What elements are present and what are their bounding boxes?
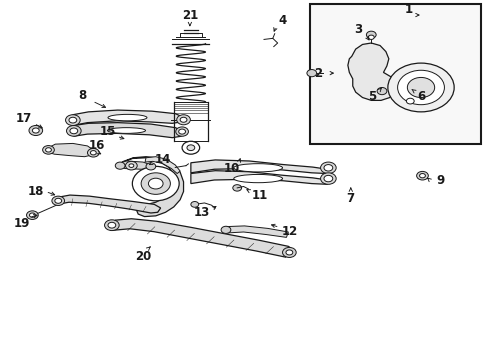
Circle shape	[176, 115, 190, 125]
Circle shape	[104, 220, 119, 230]
Circle shape	[376, 87, 386, 95]
Circle shape	[180, 117, 186, 122]
Text: 11: 11	[251, 189, 267, 202]
Circle shape	[42, 145, 54, 154]
Text: 15: 15	[100, 125, 116, 138]
Circle shape	[306, 69, 316, 77]
Circle shape	[407, 77, 434, 98]
Circle shape	[87, 148, 99, 157]
Text: 14: 14	[154, 153, 170, 166]
Circle shape	[52, 196, 64, 206]
Circle shape	[232, 185, 241, 191]
Circle shape	[416, 171, 427, 180]
Text: 1: 1	[404, 3, 412, 16]
Circle shape	[367, 35, 373, 40]
Circle shape	[69, 117, 77, 123]
Circle shape	[397, 70, 444, 105]
Circle shape	[182, 141, 199, 154]
Text: 7: 7	[346, 192, 354, 205]
Text: 6: 6	[416, 90, 424, 103]
Circle shape	[146, 163, 156, 170]
Polygon shape	[74, 123, 183, 138]
Bar	[310, 4, 480, 144]
Ellipse shape	[107, 128, 145, 134]
Text: 12: 12	[281, 225, 297, 238]
Text: 9: 9	[435, 174, 443, 186]
Circle shape	[115, 162, 125, 169]
Circle shape	[90, 150, 96, 155]
Text: 17: 17	[16, 112, 32, 125]
Circle shape	[26, 211, 38, 220]
Circle shape	[387, 63, 453, 112]
Text: 21: 21	[182, 9, 198, 22]
Circle shape	[132, 166, 179, 201]
Circle shape	[221, 226, 230, 233]
Text: 16: 16	[89, 139, 105, 152]
Text: 18: 18	[27, 185, 44, 198]
Circle shape	[108, 222, 116, 228]
Text: 2: 2	[314, 67, 322, 80]
Polygon shape	[224, 226, 288, 237]
Text: 19: 19	[14, 216, 30, 230]
Polygon shape	[190, 171, 327, 184]
Circle shape	[125, 161, 137, 170]
Circle shape	[66, 126, 81, 136]
Circle shape	[190, 202, 198, 207]
Circle shape	[29, 213, 35, 217]
Ellipse shape	[108, 114, 147, 121]
Circle shape	[141, 173, 170, 194]
Circle shape	[419, 174, 425, 178]
Circle shape	[70, 128, 78, 134]
Polygon shape	[47, 143, 94, 157]
Circle shape	[186, 145, 194, 150]
Circle shape	[45, 148, 51, 152]
Circle shape	[285, 250, 292, 255]
Ellipse shape	[233, 164, 282, 172]
Circle shape	[65, 115, 80, 126]
Polygon shape	[145, 157, 180, 174]
Polygon shape	[73, 110, 183, 126]
Polygon shape	[57, 195, 160, 213]
Circle shape	[55, 198, 61, 203]
Polygon shape	[122, 157, 183, 217]
Circle shape	[366, 31, 375, 39]
Circle shape	[406, 98, 413, 104]
Circle shape	[282, 247, 296, 257]
Text: 3: 3	[354, 23, 362, 36]
Circle shape	[32, 128, 39, 133]
Text: 10: 10	[223, 162, 239, 175]
Ellipse shape	[233, 175, 282, 183]
Text: 13: 13	[193, 207, 209, 220]
Circle shape	[148, 178, 163, 189]
Polygon shape	[190, 160, 327, 174]
Text: 8: 8	[79, 89, 86, 102]
Circle shape	[324, 165, 332, 171]
Circle shape	[320, 162, 335, 174]
Circle shape	[29, 126, 42, 135]
Circle shape	[324, 175, 332, 182]
Text: 4: 4	[278, 14, 286, 27]
Circle shape	[320, 173, 335, 184]
Circle shape	[129, 164, 134, 167]
Circle shape	[178, 129, 185, 134]
Polygon shape	[108, 219, 293, 257]
Polygon shape	[347, 43, 395, 100]
Text: 20: 20	[135, 249, 151, 262]
Polygon shape	[119, 161, 151, 169]
Circle shape	[175, 127, 188, 136]
Text: 5: 5	[367, 90, 376, 103]
